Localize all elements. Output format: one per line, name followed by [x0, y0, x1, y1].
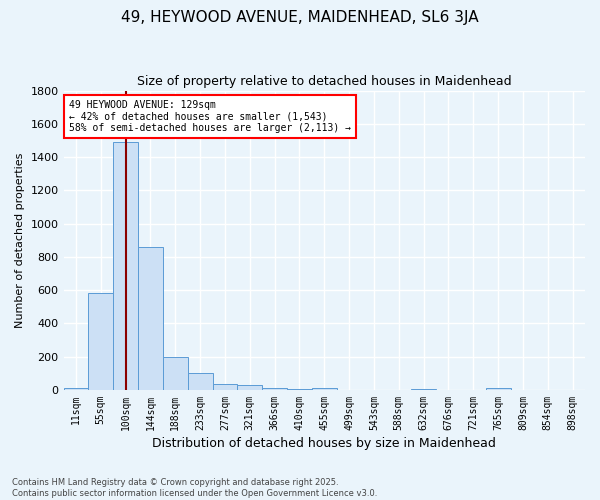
Bar [188, 374, 212, 390]
Bar [411, 389, 436, 390]
Y-axis label: Number of detached properties: Number of detached properties [15, 152, 25, 328]
Bar [64, 388, 88, 390]
Bar [113, 142, 138, 390]
Title: Size of property relative to detached houses in Maidenhead: Size of property relative to detached ho… [137, 75, 512, 88]
Text: Contains HM Land Registry data © Crown copyright and database right 2025.
Contai: Contains HM Land Registry data © Crown c… [12, 478, 377, 498]
Bar [287, 389, 312, 390]
Bar [262, 388, 287, 390]
Bar [485, 388, 511, 390]
Bar [88, 294, 113, 390]
Text: 49, HEYWOOD AVENUE, MAIDENHEAD, SL6 3JA: 49, HEYWOOD AVENUE, MAIDENHEAD, SL6 3JA [121, 10, 479, 25]
X-axis label: Distribution of detached houses by size in Maidenhead: Distribution of detached houses by size … [152, 437, 496, 450]
Bar [212, 384, 238, 390]
Text: 49 HEYWOOD AVENUE: 129sqm
← 42% of detached houses are smaller (1,543)
58% of se: 49 HEYWOOD AVENUE: 129sqm ← 42% of detac… [69, 100, 351, 132]
Bar [138, 247, 163, 390]
Bar [312, 388, 337, 390]
Bar [238, 385, 262, 390]
Bar [163, 356, 188, 390]
